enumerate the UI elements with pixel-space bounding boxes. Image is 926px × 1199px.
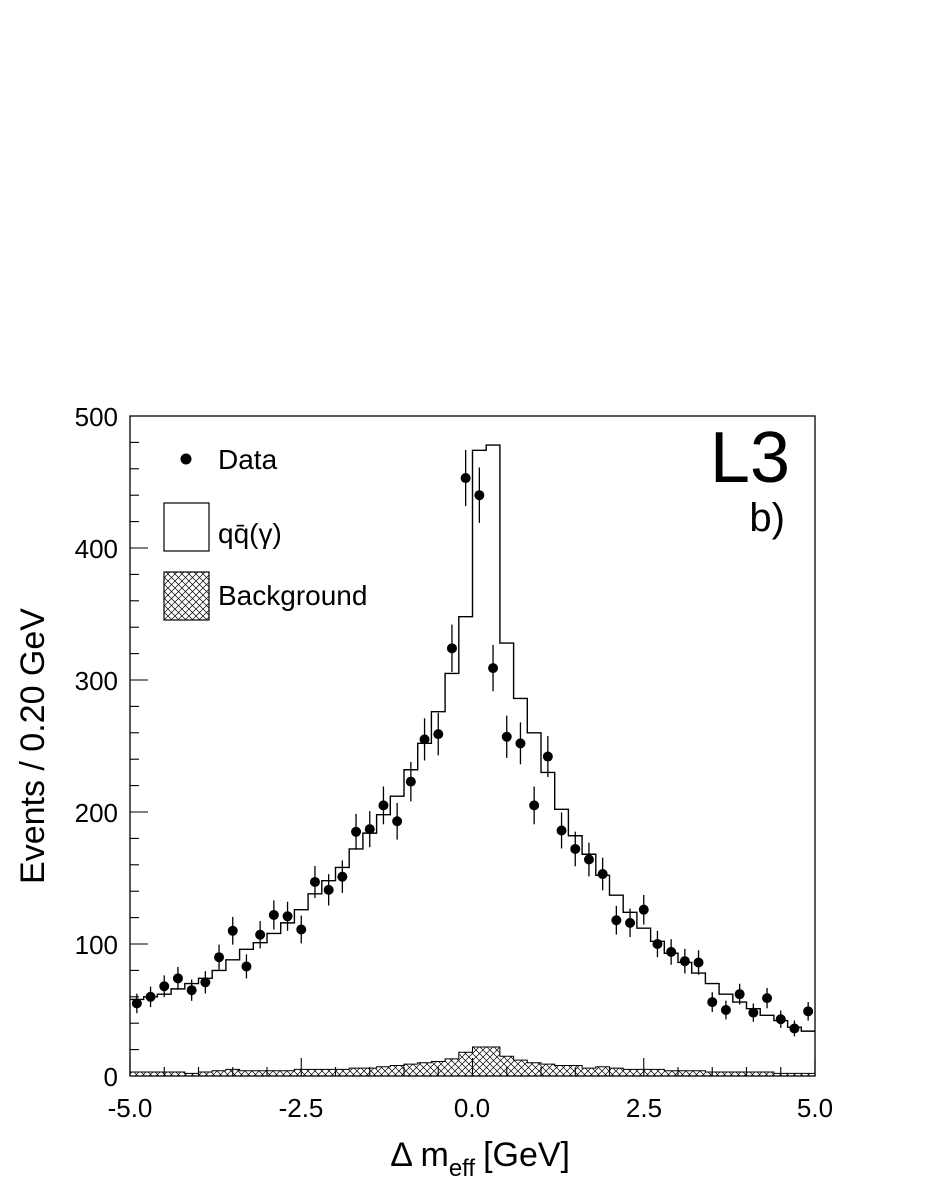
legend-background-label: Background xyxy=(218,580,367,611)
legend-data-label: Data xyxy=(218,444,278,475)
legend-qqbar-label: qq̄(γ) xyxy=(218,518,282,549)
data-point xyxy=(282,911,293,922)
x-axis-title: Δ meff [GeV] xyxy=(390,1136,570,1182)
legend-qqbar-box xyxy=(163,502,210,552)
data-point xyxy=(679,956,690,967)
data-point xyxy=(666,946,677,957)
data-point xyxy=(446,643,457,654)
data-point xyxy=(583,854,594,865)
data-point xyxy=(268,909,279,920)
y-tick-label: 200 xyxy=(75,798,118,828)
data-point xyxy=(625,917,636,928)
data-point xyxy=(255,929,266,940)
data-point xyxy=(611,915,622,926)
data-point xyxy=(337,871,348,882)
data-point xyxy=(789,1023,800,1034)
x-tick-label: 0.0 xyxy=(454,1093,490,1123)
data-point xyxy=(351,826,362,837)
data-point xyxy=(323,884,334,895)
axis-ticks xyxy=(129,415,816,1077)
data-point xyxy=(693,957,704,968)
data-point xyxy=(529,800,540,811)
data-point xyxy=(392,816,403,827)
data-point xyxy=(556,825,567,836)
data-point xyxy=(542,751,553,762)
y-axis-title: Events / 0.20 GeV xyxy=(14,608,52,884)
data-point xyxy=(652,939,663,949)
data-point xyxy=(762,993,773,1004)
data-point xyxy=(775,1014,786,1025)
data-point xyxy=(460,473,471,484)
data-point xyxy=(227,925,238,936)
y-tick-label: 0 xyxy=(104,1062,118,1092)
data-points xyxy=(131,449,814,1037)
data-point xyxy=(474,490,485,501)
y-tick-label: 500 xyxy=(75,402,118,432)
x-axis-title-subscript: eff xyxy=(449,1155,476,1182)
data-point xyxy=(186,985,197,996)
data-point xyxy=(501,731,512,742)
data-point xyxy=(707,997,718,1008)
data-point xyxy=(638,904,649,915)
x-axis-title-unit: [GeV] xyxy=(483,1136,570,1174)
data-point xyxy=(296,924,307,935)
data-point xyxy=(515,738,526,749)
data-point xyxy=(734,989,745,1000)
x-tick-label: 5.0 xyxy=(797,1093,833,1123)
data-point xyxy=(364,824,375,835)
data-point xyxy=(241,961,252,972)
x-axis-title-main: Δ m xyxy=(390,1136,449,1174)
x-tick-label: -2.5 xyxy=(279,1093,324,1123)
data-point xyxy=(748,1007,759,1018)
data-point xyxy=(172,973,183,984)
data-point xyxy=(597,869,608,880)
panel-label: b) xyxy=(749,496,785,540)
y-tick-label: 400 xyxy=(75,534,118,564)
data-point xyxy=(378,800,389,811)
data-point xyxy=(488,663,499,674)
x-tick-label: 2.5 xyxy=(626,1093,662,1123)
data-point xyxy=(419,734,430,745)
x-tick-label: -5.0 xyxy=(108,1093,153,1123)
data-point xyxy=(159,981,170,992)
experiment-label: L3 xyxy=(710,418,790,498)
data-point xyxy=(433,729,444,740)
data-point xyxy=(145,991,156,1002)
data-point xyxy=(803,1006,814,1017)
data-point xyxy=(131,998,142,1009)
data-point xyxy=(570,843,581,854)
legend-data-marker xyxy=(180,453,192,465)
y-tick-label: 100 xyxy=(75,930,118,960)
data-point xyxy=(405,776,416,787)
legend-background-box xyxy=(163,571,210,621)
data-point xyxy=(214,952,225,963)
legend: Data qq̄(γ) Background xyxy=(163,444,367,621)
data-point xyxy=(309,876,320,887)
data-point xyxy=(720,1005,731,1015)
y-tick-label: 300 xyxy=(75,666,118,696)
data-point xyxy=(200,977,211,988)
